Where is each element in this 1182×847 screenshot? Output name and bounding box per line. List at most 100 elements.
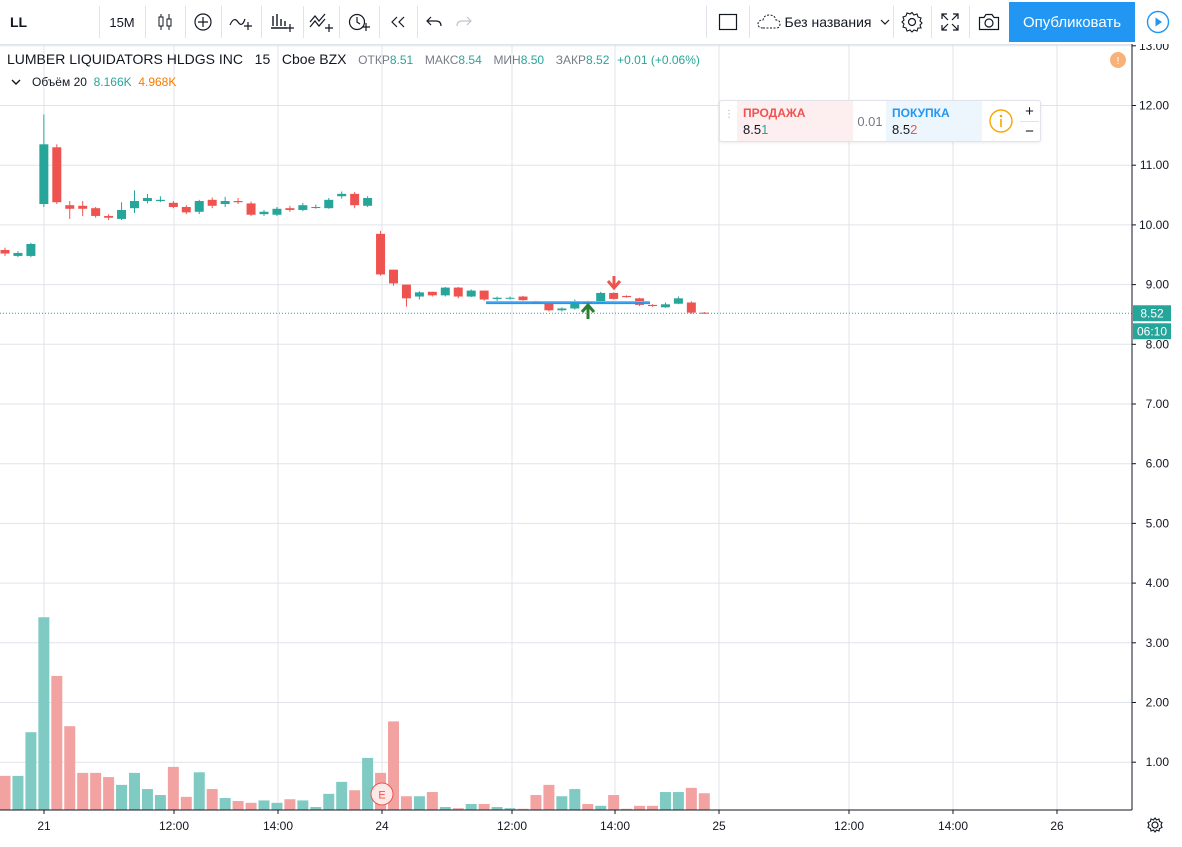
volume-bar (530, 795, 542, 810)
volume-bar (608, 795, 620, 810)
publish-button[interactable]: Опубликовать (1009, 2, 1135, 42)
candle-body (272, 208, 282, 215)
info-icon[interactable] (988, 108, 1014, 134)
price-tick-label: 1.00 (1146, 755, 1170, 769)
layout-name-button[interactable]: Без названия (750, 0, 898, 44)
candle-body (648, 304, 657, 307)
divider (221, 6, 222, 38)
volume-bar (25, 732, 37, 810)
volume-label: Объём 20 (32, 75, 87, 89)
candle-body (557, 308, 567, 311)
close-value: 8.52 (586, 53, 610, 67)
sell-button[interactable]: ПРОДАЖА 8.51 (737, 101, 853, 141)
volume-bar (38, 617, 50, 810)
buy-sell-panel: ⋮⋮ ПРОДАЖА 8.51 0.01 ПОКУПКА 8.52 + − (719, 100, 1041, 142)
time-tick-label: 12:00 (159, 819, 189, 833)
candle-body (246, 203, 256, 215)
volume-bar (90, 772, 102, 810)
legend-exchange: Cboe BZX (281, 51, 347, 67)
time-tick-label: 14:00 (263, 819, 293, 833)
templates-icon[interactable] (304, 0, 338, 44)
divider (99, 6, 100, 38)
candle-body (492, 297, 502, 299)
sell-label: ПРОДАЖА (743, 106, 806, 120)
spread-value: 0.01 (857, 113, 883, 129)
chart-canvas[interactable]: E! 13.00 12.00 11.00 10.00 9.00 8.00 7.00 6.00 5… (0, 44, 1182, 847)
volume-bar (647, 805, 658, 810)
time-tick-label: 25 (712, 819, 726, 833)
volume-bar (167, 766, 179, 810)
volume-bar (336, 781, 348, 810)
buy-button[interactable]: ПОКУПКА 8.52 (886, 101, 982, 141)
redo-icon[interactable] (450, 0, 478, 44)
top-toolbar: LL 15M Без названия (0, 0, 1182, 45)
candle-body (699, 312, 709, 314)
candle-body (686, 302, 696, 313)
candle-body (609, 292, 619, 299)
candle-body (52, 147, 62, 203)
volume-bar (193, 772, 205, 810)
time-tick-label: 26 (1050, 819, 1064, 833)
candle-body (414, 292, 424, 297)
add-symbol-icon[interactable] (186, 0, 220, 44)
play-icon[interactable] (1137, 0, 1179, 44)
volume-bar (245, 802, 257, 810)
financials-icon[interactable] (262, 0, 302, 44)
divider (706, 6, 707, 38)
candle-body (622, 295, 632, 298)
sell-price: 8.51 (743, 122, 769, 137)
indicators-icon[interactable] (222, 0, 260, 44)
fullscreen-icon[interactable] (932, 0, 968, 44)
volume-bar (621, 808, 633, 810)
symbol-search[interactable]: LL (10, 14, 28, 30)
volume-bar (465, 804, 477, 810)
last-price-label-bg (1133, 305, 1171, 322)
volume-bar (232, 801, 244, 810)
time-tick-label: 12:00 (497, 819, 527, 833)
candle-body (427, 291, 437, 296)
candle-body (350, 193, 360, 206)
divider (893, 6, 894, 38)
candle-body (401, 284, 411, 299)
candle-body (181, 206, 191, 213)
divider (931, 6, 932, 38)
layout-icon[interactable] (708, 0, 748, 44)
drag-handle-icon[interactable]: ⋮⋮ (724, 109, 744, 120)
candle-body (117, 209, 127, 219)
candle-body (518, 296, 528, 301)
replay-icon[interactable] (380, 0, 416, 44)
price-axis-bg (1132, 44, 1182, 847)
volume-bar (12, 775, 24, 810)
plus-button[interactable]: + (1020, 101, 1039, 122)
time-axis-bg (0, 810, 1182, 847)
divider (417, 6, 418, 38)
candle-body (505, 297, 515, 299)
price-candles (0, 114, 709, 314)
candle-body (233, 201, 243, 203)
change-value: +0.01 (+0.06%) (617, 53, 700, 67)
minus-button[interactable]: − (1025, 122, 1034, 140)
candle-body (389, 269, 398, 284)
undo-icon[interactable] (418, 0, 450, 44)
time-tick-label: 14:00 (938, 819, 968, 833)
chevron-down-icon[interactable] (10, 77, 22, 87)
price-tick-label: 12.00 (1139, 99, 1169, 113)
divider (379, 6, 380, 38)
alert-icon[interactable] (340, 0, 378, 44)
camera-icon[interactable] (970, 0, 1008, 44)
candles-icon[interactable] (146, 0, 184, 44)
chart-area[interactable]: E! 13.00 12.00 11.00 10.00 9.00 8.00 7.00 6.00 5… (0, 44, 1182, 847)
candle-body (311, 206, 321, 208)
candle-body (570, 301, 580, 309)
volume-legend: Объём 20 8.166K 4.968K (10, 75, 176, 89)
candle-body (91, 208, 101, 216)
settings-icon[interactable] (894, 0, 930, 44)
notification-icon-mark: ! (1117, 56, 1120, 67)
low-value: 8.50 (520, 53, 545, 67)
time-tick-label: 21 (37, 819, 51, 833)
buy-signal-arrow-icon (580, 302, 596, 319)
interval-button[interactable]: 15M (109, 14, 135, 30)
candle-body (130, 201, 139, 209)
volume-bar (504, 808, 516, 810)
volume-bar (634, 805, 646, 810)
